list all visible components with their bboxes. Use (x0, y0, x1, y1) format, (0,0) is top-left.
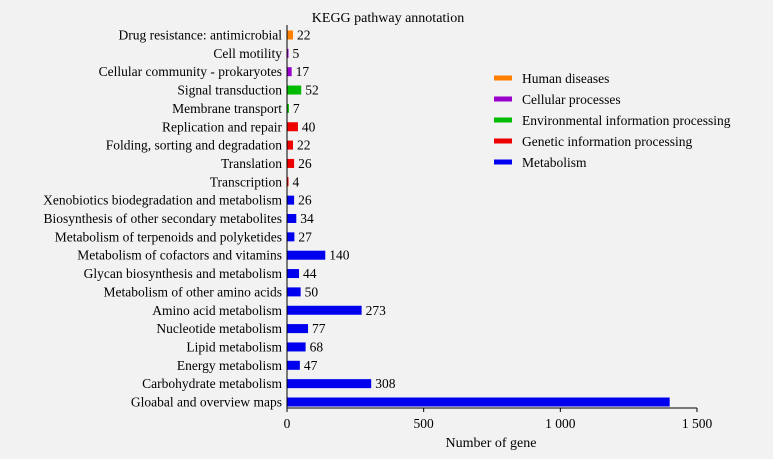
value-label: 308 (375, 376, 396, 391)
value-label: 22 (297, 138, 311, 153)
value-label: 26 (298, 156, 312, 171)
legend-label: Genetic information processing (522, 134, 692, 149)
category-label: Biosynthesis of other secondary metaboli… (44, 211, 282, 226)
category-label: Carbohydrate metabolism (142, 376, 282, 391)
legend-swatch (494, 75, 512, 81)
category-label: Folding, sorting and degradation (106, 138, 282, 153)
legend-label: Human diseases (522, 71, 609, 86)
value-label: 17 (296, 64, 310, 79)
bar (287, 67, 292, 77)
value-label: 22 (297, 28, 311, 43)
category-label: Signal transduction (177, 83, 282, 98)
category-label: Drug resistance: antimicrobial (119, 28, 283, 43)
value-label: 34 (300, 211, 314, 226)
category-label: Nucleotide metabolism (156, 321, 282, 336)
bar (287, 269, 300, 279)
bar (287, 122, 298, 132)
legend-swatch (494, 138, 512, 144)
x-tick-label: 1 500 (682, 416, 713, 431)
legend-label: Metabolism (522, 155, 587, 170)
bar (287, 397, 670, 407)
value-label: 77 (312, 321, 326, 336)
bar (287, 232, 295, 242)
bar (287, 379, 372, 389)
category-label: Amino acid metabolism (152, 303, 282, 318)
legend-swatch (494, 159, 512, 165)
value-label: 7 (293, 101, 300, 116)
bar (287, 103, 289, 113)
value-label: 4 (293, 174, 300, 189)
legend-swatch (494, 117, 512, 123)
category-label: Lipid metabolism (186, 339, 282, 354)
value-label: 50 (305, 284, 319, 299)
category-label: Replication and repair (162, 119, 282, 134)
bar (287, 158, 295, 168)
value-label: 26 (298, 193, 312, 208)
category-label: Translation (221, 156, 282, 171)
value-label: 273 (366, 303, 387, 318)
category-label: Metabolism of cofactors and vitamins (77, 248, 282, 263)
bar (287, 342, 306, 352)
category-label: Xenobiotics biodegradation and metabolis… (43, 193, 282, 208)
value-label: 27 (298, 229, 312, 244)
value-label: 44 (303, 266, 317, 281)
bar (287, 140, 294, 150)
bar (287, 305, 362, 315)
bar (287, 195, 295, 205)
bar (287, 85, 302, 95)
value-label: 140 (329, 248, 350, 263)
category-label: Glycan biosynthesis and metabolism (84, 266, 283, 281)
x-axis-title: Number of gene (446, 436, 537, 451)
bar (287, 48, 289, 58)
chart-title: KEGG pathway annotation (312, 11, 464, 26)
category-label: Membrane transport (172, 101, 282, 116)
category-label: Metabolism of other amino acids (104, 284, 282, 299)
bar (287, 214, 297, 223)
category-label: Gloabal and overview maps (131, 395, 282, 410)
legend-label: Cellular processes (522, 92, 621, 107)
value-label: 47 (304, 358, 318, 373)
x-tick-label: 0 (284, 416, 291, 431)
bar (287, 30, 294, 40)
bar (287, 360, 300, 370)
value-label: 5 (293, 46, 300, 61)
bar (287, 287, 301, 297)
category-label: Energy metabolism (177, 358, 283, 373)
bar (287, 324, 309, 334)
category-label: Cell motility (213, 46, 282, 61)
legend-label: Environmental information processing (522, 113, 731, 128)
value-label: 40 (302, 119, 316, 134)
bar (287, 250, 326, 260)
x-tick-label: 500 (414, 416, 435, 431)
legend-swatch (494, 96, 512, 102)
bar (287, 177, 289, 187)
category-label: Cellular community - prokaryotes (99, 64, 282, 79)
value-label: 68 (310, 339, 324, 354)
value-label: 52 (305, 83, 319, 98)
category-label: Transcription (210, 174, 283, 189)
category-label: Metabolism of terpenoids and polyketides (55, 229, 282, 244)
x-tick-label: 1 000 (545, 416, 576, 431)
